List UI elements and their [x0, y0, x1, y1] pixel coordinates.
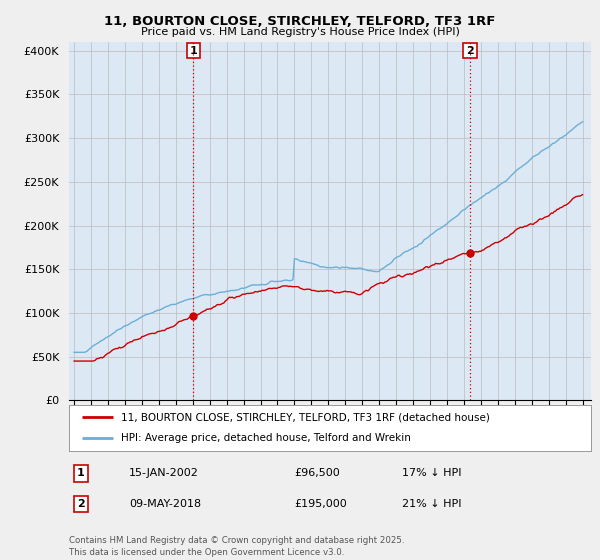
Text: 11, BOURTON CLOSE, STIRCHLEY, TELFORD, TF3 1RF: 11, BOURTON CLOSE, STIRCHLEY, TELFORD, T…	[104, 15, 496, 27]
Text: 21% ↓ HPI: 21% ↓ HPI	[402, 499, 461, 509]
Text: £195,000: £195,000	[294, 499, 347, 509]
Text: 2: 2	[77, 499, 85, 509]
Text: 11, BOURTON CLOSE, STIRCHLEY, TELFORD, TF3 1RF (detached house): 11, BOURTON CLOSE, STIRCHLEY, TELFORD, T…	[121, 412, 490, 422]
Text: 15-JAN-2002: 15-JAN-2002	[129, 468, 199, 478]
Text: 17% ↓ HPI: 17% ↓ HPI	[402, 468, 461, 478]
Text: 1: 1	[190, 45, 197, 55]
Text: 1: 1	[77, 468, 85, 478]
Text: Contains HM Land Registry data © Crown copyright and database right 2025.
This d: Contains HM Land Registry data © Crown c…	[69, 536, 404, 557]
Text: £96,500: £96,500	[294, 468, 340, 478]
Text: Price paid vs. HM Land Registry's House Price Index (HPI): Price paid vs. HM Land Registry's House …	[140, 27, 460, 37]
Text: 09-MAY-2018: 09-MAY-2018	[129, 499, 201, 509]
Text: 2: 2	[466, 45, 474, 55]
Text: HPI: Average price, detached house, Telford and Wrekin: HPI: Average price, detached house, Telf…	[121, 433, 411, 444]
